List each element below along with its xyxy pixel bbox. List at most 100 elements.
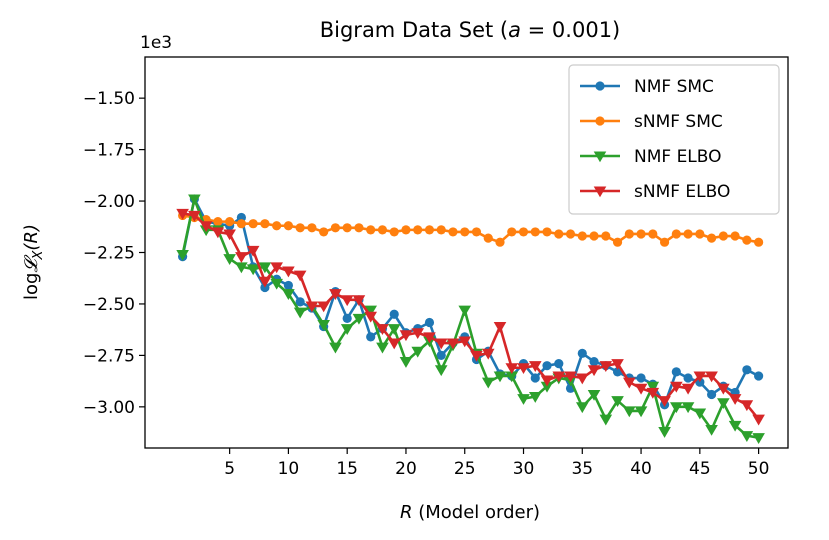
data-point-snmf-elbo [411, 328, 425, 340]
data-point-nmf-elbo [352, 313, 366, 325]
data-point-snmf-elbo [270, 262, 283, 274]
data-point-snmf-elbo [293, 270, 307, 282]
data-point-snmf-smc [366, 225, 376, 235]
data-point-nmf-elbo [634, 406, 648, 418]
legend-entry-snmf-elbo: sNMF ELBO [580, 182, 730, 202]
data-point-snmf-smc [695, 229, 705, 239]
data-point-snmf-elbo [740, 400, 754, 412]
data-point-nmf-elbo [505, 371, 519, 383]
x-tick-label: 5 [224, 459, 235, 479]
data-point-snmf-smc [577, 231, 587, 241]
data-point-snmf-smc [260, 219, 270, 229]
data-point-snmf-smc [354, 223, 364, 233]
data-point-snmf-elbo [681, 383, 695, 395]
data-point-snmf-smc [601, 231, 611, 241]
x-axis-ticks: 5 10 15 20 25 30 35 40 45 50 [224, 448, 769, 479]
legend-marker [595, 116, 605, 126]
legend-label: sNMF SMC [634, 112, 723, 132]
data-point-nmf-elbo [717, 398, 730, 410]
x-tick-label: 35 [571, 459, 593, 479]
data-point-snmf-smc [319, 227, 329, 237]
data-point-nmf-smc [589, 356, 599, 367]
data-point-nmf-elbo [728, 420, 742, 432]
data-point-snmf-elbo [446, 338, 460, 350]
chart-title: Bigram Data Set (a = 0.001) [320, 18, 621, 42]
data-point-nmf-smc [754, 371, 764, 381]
data-point-nmf-elbo [176, 250, 189, 261]
data-point-snmf-elbo [376, 324, 389, 335]
data-point-nmf-elbo [340, 324, 354, 335]
data-point-nmf-elbo [481, 377, 495, 389]
data-point-snmf-smc [448, 227, 458, 237]
data-point-snmf-elbo [258, 276, 272, 288]
data-point-nmf-elbo [293, 307, 307, 319]
data-point-snmf-smc [636, 229, 646, 239]
y-tick-label: −3.00 [83, 398, 135, 418]
data-point-snmf-elbo [717, 383, 730, 395]
data-point-nmf-elbo [258, 262, 272, 274]
data-point-snmf-smc [742, 235, 752, 245]
data-point-snmf-elbo [481, 348, 495, 360]
data-point-snmf-smc [683, 229, 693, 239]
data-point-nmf-smc [706, 389, 717, 400]
data-point-snmf-smc [554, 229, 564, 239]
data-point-snmf-elbo [646, 387, 660, 399]
y-tick-label: −2.00 [83, 192, 135, 212]
data-point-snmf-elbo [458, 336, 472, 348]
data-point-snmf-smc [377, 225, 388, 235]
data-point-snmf-elbo [728, 394, 742, 405]
data-point-snmf-elbo [470, 350, 483, 362]
data-point-nmf-elbo [282, 289, 295, 300]
data-point-snmf-elbo [317, 301, 330, 313]
data-point-snmf-elbo [188, 210, 201, 222]
data-point-nmf-elbo [270, 278, 283, 290]
legend-label: NMF SMC [634, 77, 714, 97]
legend-entry-nmf-elbo: NMF ELBO [580, 147, 722, 167]
data-point-nmf-smc [436, 350, 446, 360]
data-point-snmf-smc [483, 233, 493, 243]
data-point-nmf-elbo [493, 371, 507, 383]
data-point-nmf-smc [424, 317, 435, 328]
data-point-snmf-elbo [434, 338, 448, 350]
data-point-nmf-elbo [188, 194, 201, 206]
data-point-snmf-smc [648, 229, 658, 239]
data-point-snmf-elbo [505, 363, 519, 375]
data-point-nmf-smc [683, 373, 693, 383]
data-point-nmf-elbo [329, 342, 342, 354]
legend-box [568, 64, 780, 215]
data-point-snmf-smc [413, 225, 423, 235]
data-point-nmf-elbo [752, 433, 765, 445]
data-point-snmf-elbo [305, 301, 319, 313]
data-point-snmf-elbo [587, 365, 601, 377]
x-tick-label: 20 [395, 459, 417, 479]
data-point-nmf-elbo [399, 357, 413, 368]
legend-label: NMF ELBO [634, 147, 722, 167]
legend-marker [595, 81, 605, 91]
data-point-snmf-elbo [423, 332, 436, 344]
data-point-snmf-elbo [528, 361, 542, 372]
data-point-snmf-elbo [575, 373, 589, 385]
data-point-snmf-smc [542, 227, 552, 237]
data-point-nmf-elbo [670, 402, 683, 414]
data-point-snmf-elbo [552, 371, 566, 383]
x-axis-label: R (Model order) [400, 502, 540, 523]
data-point-snmf-elbo [399, 330, 413, 342]
data-point-snmf-smc [389, 227, 399, 237]
y-tick-label: −1.75 [83, 141, 135, 161]
data-point-nmf-smc [342, 313, 352, 323]
data-point-snmf-elbo [705, 371, 718, 383]
legend-marker [593, 186, 607, 198]
series-line-snmf-smc [182, 214, 759, 244]
x-tick-label: 10 [278, 459, 300, 479]
data-point-snmf-elbo [670, 381, 683, 393]
data-point-snmf-elbo [235, 252, 248, 263]
y-offset-text: 1e3 [140, 33, 172, 53]
axes-frame [144, 56, 789, 449]
data-point-nmf-smc [283, 280, 294, 291]
data-point-nmf-elbo [646, 381, 660, 393]
data-point-snmf-elbo [176, 208, 189, 220]
data-point-nmf-smc [554, 359, 564, 369]
data-point-nmf-elbo [387, 324, 401, 335]
data-point-snmf-smc [730, 231, 740, 241]
data-point-nmf-elbo [317, 319, 330, 331]
